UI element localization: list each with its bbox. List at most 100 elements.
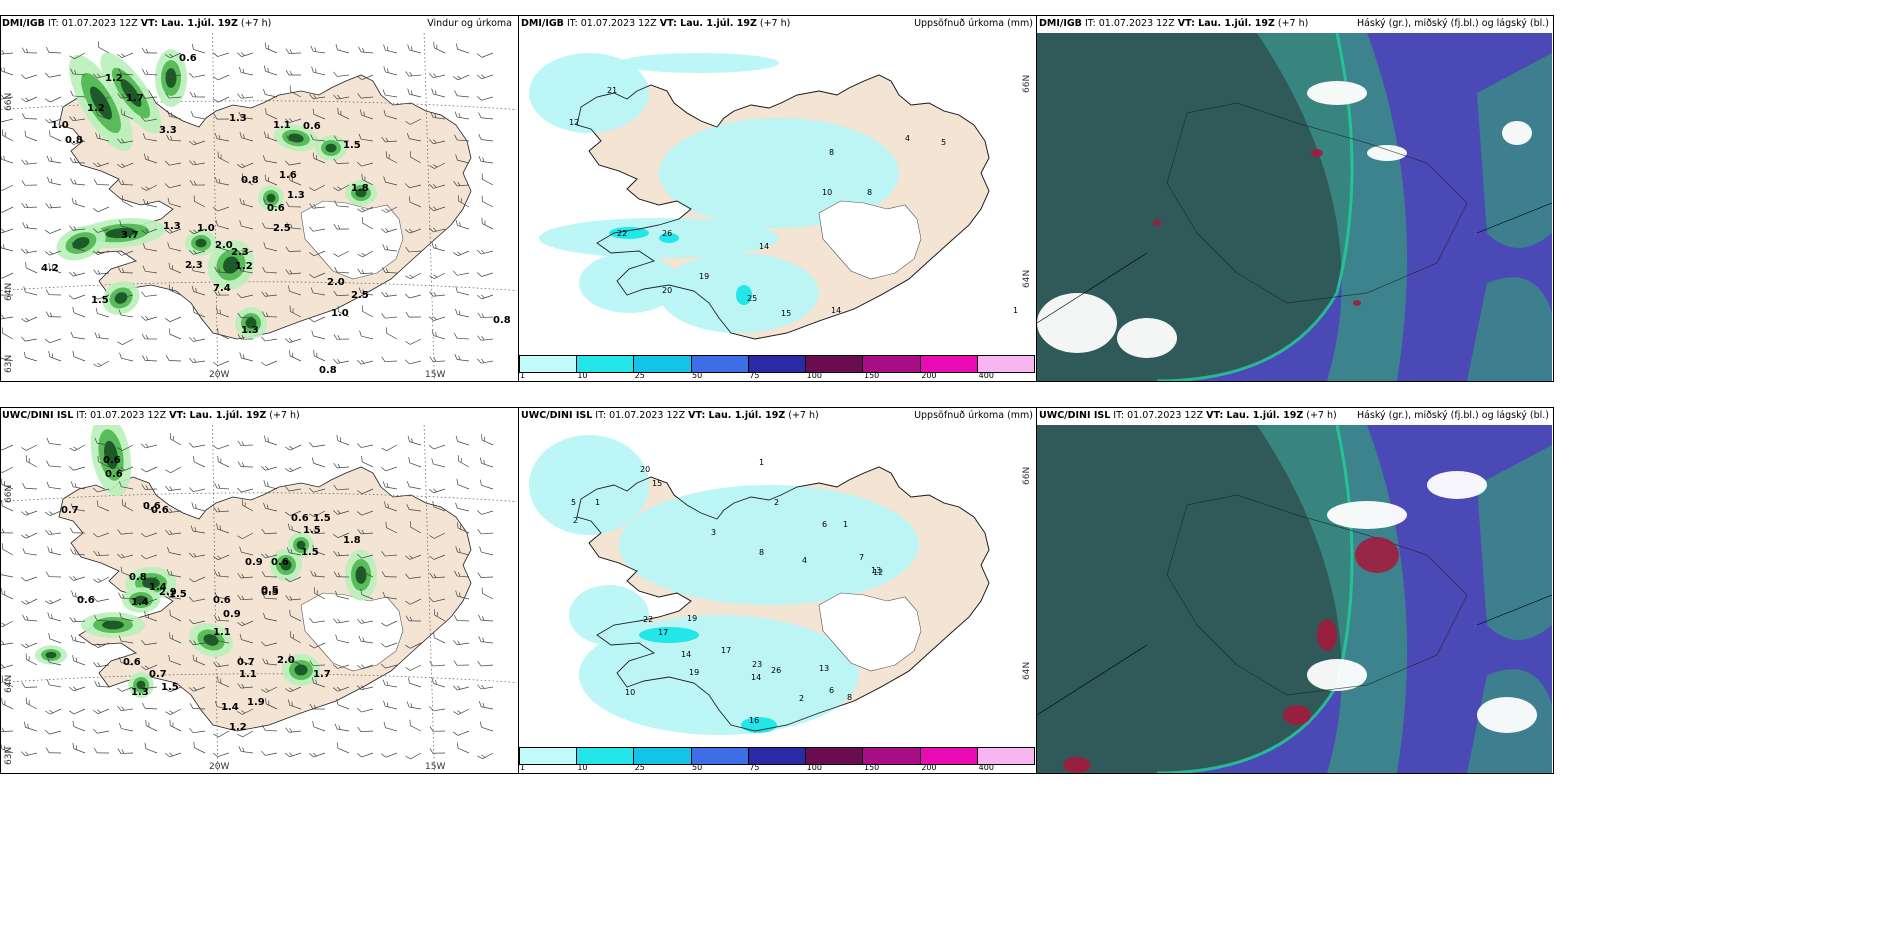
colorbar-swatch [920,748,978,764]
wind-barb-icon [215,241,230,252]
colorbar-tick-label: 400 [978,371,994,380]
precip-value-label: 1.3 [229,113,247,124]
wind-barb-icon [357,528,374,535]
wind-barb-icon [140,554,158,560]
wind-barb-icon [214,266,230,274]
precip-area [619,53,779,73]
wind-barb-icon [453,708,470,715]
wind-barb-icon [117,705,134,711]
wind-barb-icon [333,462,350,469]
precip-area [529,53,649,133]
wind-barb-icon [119,352,134,362]
clear-sky-area [1037,293,1117,353]
wind-barb-icon [216,523,230,534]
wind-barb-icon [188,250,206,255]
precip-value-label: 1.0 [331,308,349,319]
wind-barb-icon [453,74,470,81]
wind-barb-icon [191,285,206,296]
wind-barb-icon [453,640,470,646]
wind-barb-icon [140,598,158,604]
wind-barb-icon [362,217,374,230]
wind-barb-icon [284,752,302,758]
lat-label-64n: 64N [4,283,14,301]
colorbar-swatch [634,356,692,372]
precip-area [529,435,649,535]
wind-barb-icon [313,349,326,362]
precip-amount-label: 8 [867,188,872,197]
cloud-map-1 [1037,425,1552,773]
wind-barb-icon [93,96,110,103]
precip-amount-label: 3 [711,528,716,537]
precip-value-label: 0.6 [151,505,169,516]
wind-barb-icon [453,730,470,736]
wind-barb-icon [142,265,158,274]
wind-barb-icon [333,158,350,164]
wind-barb-icon [241,499,254,512]
wind-barb-icon [381,136,398,143]
wind-barb-icon [214,482,230,490]
wind-barb-icon [476,272,494,277]
wind-barb-icon [1,327,14,340]
wind-barb-icon [313,587,326,600]
lat-label-64n: 64N [1022,270,1032,288]
colorbar-swatch [977,748,1034,764]
wind-barb-icon [261,750,278,756]
lat-label-66n: 66N [4,485,14,503]
wind-barb-icon [383,66,398,76]
wind-barb-icon [404,293,422,299]
wind-barb-icon [1,640,14,646]
wind-barb-icon [356,664,374,670]
wind-barb-icon [45,311,62,318]
wind-barb-icon [21,202,38,209]
wind-barb-icon [285,48,302,54]
wind-barb-icon [45,228,62,234]
lead-time: (+7 h) [266,410,300,421]
wind-barb-icon [454,134,470,142]
wind-barb-icon [168,328,182,340]
wind-barb-icon [45,598,62,605]
colorbar-tick-label: 150 [864,763,880,772]
precip-value-label: 1.2 [235,261,253,272]
wind-barb-icon [333,224,350,230]
wind-barb-icon [406,133,422,142]
wind-barb-icon [95,132,110,142]
precip-amount-label: 23 [752,660,762,669]
wind-barb-icon [264,435,278,446]
wind-barb-icon [453,660,470,666]
wind-barb-icon [1,314,14,320]
precip-value-label: 1.2 [105,73,123,84]
wind-barb-icon [46,679,62,688]
wind-barb-icon [141,47,158,54]
high-cloud-area [1283,705,1311,725]
wind-barb-icon [406,701,422,710]
wind-barb-icon [70,481,86,490]
wind-barb-icon [237,683,254,689]
wind-barb-icon [217,151,230,164]
wind-barb-icon [117,267,134,274]
wind-barb-icon [143,502,158,512]
wind-barb-icon [312,721,326,732]
wind-barb-icon [164,228,182,234]
colorbar-tick-label: 10 [577,371,588,380]
wind-barb-icon [263,502,278,512]
wind-barb-icon [95,109,110,120]
wind-barb-icon [481,173,494,186]
wind-barb-icon [239,220,254,230]
wind-barb-icon [409,719,422,732]
wind-barb-icon [264,42,278,54]
wind-barb-icon [68,271,86,277]
precip-amount-label: 4 [802,556,807,565]
wind-barb-icon [380,642,398,648]
wind-barb-icon [93,747,110,754]
wind-barb-icon [261,336,278,342]
precip-area [569,585,649,645]
wind-barb-icon [116,686,134,692]
precip-amount-label: 17 [721,646,731,655]
wind-barb-icon [1,697,14,710]
wind-barb-icon [382,481,398,490]
wind-barb-icon [380,663,398,669]
precip-value-label: 0.7 [237,657,255,668]
wind-barb-icon [477,661,494,667]
wind-barb-icon [287,523,302,534]
wind-barb-icon [93,269,110,275]
